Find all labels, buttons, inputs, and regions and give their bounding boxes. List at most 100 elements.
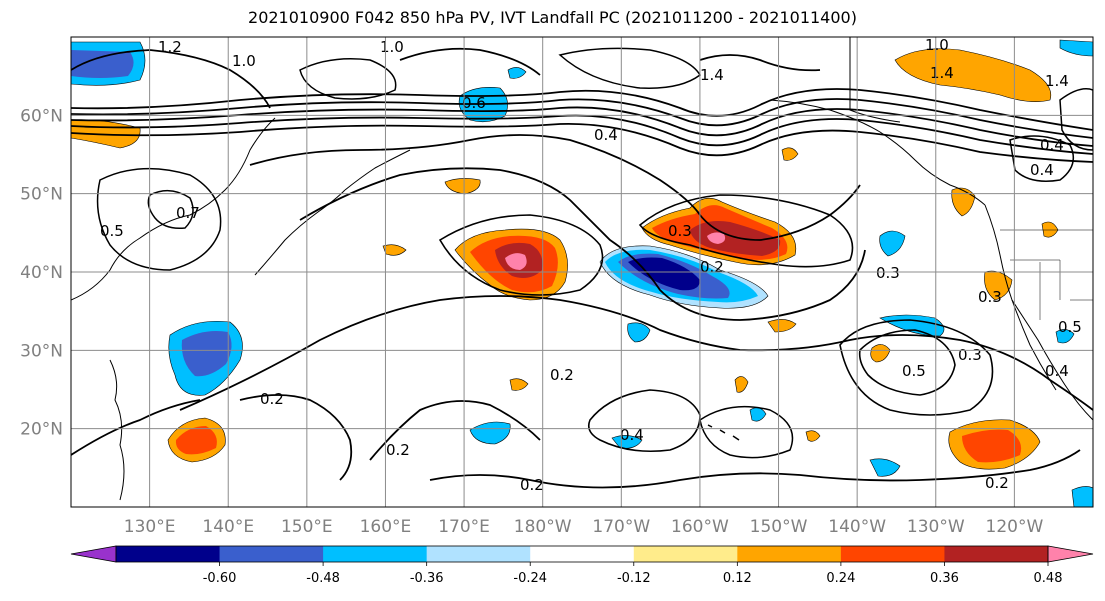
small-patch [879, 230, 906, 257]
contour-label: 0.5 [100, 222, 124, 240]
contour-jet-5 [71, 122, 1093, 163]
small-patch [509, 378, 529, 391]
lon-tick-label: 120°W [986, 517, 1044, 537]
contour-labels: 1.2 1.0 1.0 1.4 1.4 1.0 1.4 0.6 0.4 0.4 … [100, 37, 1082, 494]
small-patch [444, 178, 481, 195]
small-patch [734, 376, 749, 393]
contour-westpac [96, 167, 222, 271]
colorbar-segment [530, 546, 635, 562]
lon-tick-label: 130°W [907, 517, 965, 537]
contour-label: 1.2 [158, 38, 182, 56]
colorbar-frame [115, 545, 1049, 563]
contour-label: 0.4 [1030, 161, 1054, 179]
contour-label: 0.5 [1058, 318, 1082, 336]
contour-bering [699, 54, 821, 72]
lat-tick-label: 50°N [20, 185, 63, 205]
small-patch [869, 458, 901, 477]
small-patch [469, 421, 511, 445]
positive-anomaly-east-inner [690, 221, 781, 256]
contour-jet-2 [71, 98, 1093, 139]
negative-anomaly-west-core [181, 331, 232, 377]
lon-tick-label: 140°E [202, 517, 254, 537]
positive-anomaly-west-peak [505, 253, 527, 270]
lon-tick-label: 150°W [750, 517, 808, 537]
contour-label: 0.4 [1045, 362, 1069, 380]
contour-label: 0.3 [978, 288, 1002, 306]
contour-label: 0.3 [876, 264, 900, 282]
contour-label: 1.4 [930, 64, 954, 82]
negative-anomaly-center-core [628, 257, 700, 291]
colorbar-extend-low [70, 545, 117, 563]
small-patch [382, 244, 407, 256]
lon-tick-label: 170°E [438, 517, 490, 537]
contour-02-south [429, 449, 1081, 489]
contour-label: 0.2 [550, 366, 574, 384]
positive-anomaly-alaska [894, 48, 1052, 102]
small-patch [767, 319, 797, 333]
map-plot-area: 1.2 1.0 1.0 1.4 1.4 1.0 1.4 0.6 0.4 0.4 … [71, 37, 1093, 507]
positive-anomaly-western-tropics-core [175, 426, 217, 455]
contour-label: 0.6 [462, 94, 486, 112]
contour-ne-loop [1059, 88, 1093, 151]
colorbar-segment [633, 546, 738, 562]
colorbar-tick-label: 0.24 [826, 571, 855, 586]
contour-label: 0.3 [958, 346, 982, 364]
small-patch [1071, 486, 1093, 507]
contour-label: 0.2 [386, 441, 410, 459]
contour-label: 1.0 [232, 52, 256, 70]
colorbar-tick-label: -0.60 [203, 571, 237, 586]
coastline-japan [254, 189, 346, 276]
colorbar-tick-label: 0.36 [930, 571, 959, 586]
lon-tick-label: 170°W [592, 517, 650, 537]
lon-tick-label: 160°W [671, 517, 729, 537]
contour-label: 0.2 [520, 476, 544, 494]
coastlines [71, 37, 1093, 501]
small-patch [507, 67, 527, 79]
contour-north-loop [299, 58, 397, 100]
contour-ne-2 [1009, 135, 1075, 182]
contour-jet-3 [71, 106, 1093, 147]
lat-tick-label: 40°N [20, 263, 63, 283]
coastline-baja [1011, 299, 1057, 391]
lat-tick-label: 20°N [20, 420, 63, 440]
coastline-asia [71, 117, 276, 301]
colorbar-segment [323, 546, 428, 562]
coastline-taiwan-phil [109, 359, 125, 501]
small-patch [951, 187, 976, 217]
contour-label: 0.2 [985, 474, 1009, 492]
contour-label: 1.0 [380, 38, 404, 56]
contour-hawaii-loop [699, 405, 794, 459]
lat-tick-label: 30°N [20, 341, 63, 361]
contour-label: 0.4 [620, 426, 644, 444]
pv-contours [71, 47, 1093, 489]
colorbar-segment [219, 546, 324, 562]
contour-03-east [638, 194, 854, 268]
colorbar-tick-label: -0.36 [410, 571, 444, 586]
contour-trough [299, 167, 866, 321]
contour-label: 0.5 [902, 362, 926, 380]
small-patch [781, 147, 799, 161]
contour-tropics-west [71, 394, 353, 481]
positive-anomaly-east-peak [707, 232, 726, 244]
lon-tick-label: 180°W [514, 517, 572, 537]
contour-label: 1.4 [700, 66, 724, 84]
map-title: 2021010900 F042 850 hPa PV, IVT Landfall… [248, 8, 857, 27]
contour-label: 0.4 [594, 126, 618, 144]
latitude-labels: 60°N 50°N 40°N 30°N 20°N [20, 106, 63, 439]
colorbar-tick-label: 0.48 [1034, 571, 1063, 586]
contour-jet-1 [71, 88, 1093, 131]
contour-label: 0.4 [1040, 136, 1064, 154]
colorbar-segment [737, 546, 842, 562]
contour-04-loop [587, 389, 701, 453]
lon-tick-label: 160°E [360, 517, 412, 537]
lon-tick-label: 150°E [281, 517, 333, 537]
coastline-kurils [344, 149, 411, 191]
colorbar-tick-label: -0.24 [513, 571, 547, 586]
colorbar-segment [944, 546, 1049, 562]
contour-02-main [179, 295, 1093, 411]
contour-subpolar [249, 134, 861, 241]
contour-westpac-inner [147, 189, 194, 230]
contour-label: 0.2 [700, 258, 724, 276]
colorbar-tick-label: -0.12 [617, 571, 651, 586]
